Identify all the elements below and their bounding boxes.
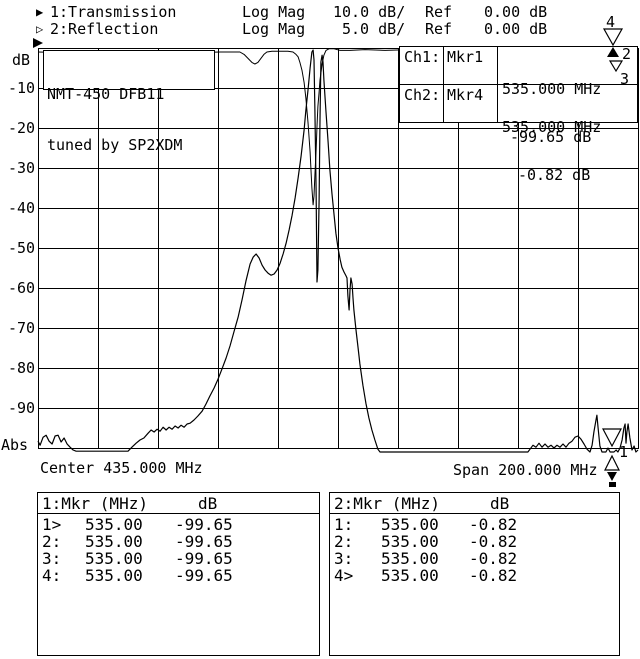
y-tick-label: -90 xyxy=(8,399,36,417)
channel2-ref-value: 0.00 dB xyxy=(484,20,548,38)
readout-ch1-values: 535.000 MHz -99.65 dB xyxy=(498,47,637,145)
marker-table-row: 2: 535.00 -99.65 xyxy=(38,533,319,550)
annotation-line2: tuned by SP2XDM xyxy=(47,136,183,154)
marker-table-cell: 1> xyxy=(42,515,62,534)
transmission-trace xyxy=(37,49,639,453)
ch1-marker-stack-triangle-icon xyxy=(604,454,620,471)
readout-ch2-marker: Mkr4 xyxy=(444,85,498,122)
marker-table-ch1-rows: 1> 535.00 -99.65 2: 535.00 -99.65 3: 535.00 -99.… xyxy=(38,516,319,584)
readout-ch1-marker: Mkr1 xyxy=(444,47,498,84)
marker-table-cell: -0.82 xyxy=(469,532,518,551)
readout-ch1-channel: Ch1: xyxy=(400,47,444,84)
marker3-triangle-icon xyxy=(608,60,624,73)
annotation-box: NMT-450 DFB11 tuned by SP2XDM xyxy=(43,50,215,154)
marker-table-cell: 2: xyxy=(334,532,354,551)
y-tick-label: -20 xyxy=(8,119,36,137)
marker-table-cell: 535.00 xyxy=(85,549,143,568)
channel1-ref-label: Ref xyxy=(425,3,453,21)
marker-table-cell: 535.00 xyxy=(85,532,143,551)
span-label: Span 200.000 MHz xyxy=(453,461,598,479)
marker-table-row: 1: 535.00 -0.82 xyxy=(330,516,619,533)
marker-table-ch2-title: 2:Mkr (MHz) xyxy=(334,494,440,513)
y-axis-abs-label: Abs xyxy=(1,436,29,454)
marker-table-row: 2: 535.00 -0.82 xyxy=(330,533,619,550)
channel2-scale: 5.0 dB/ xyxy=(342,20,406,38)
readout-ch2-level: -0.82 dB xyxy=(518,166,591,184)
y-tick-label: -40 xyxy=(8,199,36,217)
marker-table-cell: 535.00 xyxy=(85,515,143,534)
channel2-indicator-icon: ▷ xyxy=(36,22,44,36)
channel1-scale: 10.0 dB/ xyxy=(333,3,406,21)
marker-table-cell: 535.00 xyxy=(381,532,439,551)
readout-row-ch1: Ch1: Mkr1 535.000 MHz -99.65 dB xyxy=(400,47,637,145)
readout-ch2-freq: 535.000 MHz xyxy=(502,118,602,136)
ch1-marker-stack3-icon xyxy=(609,482,616,487)
marker-table-ch2-header: 2:Mkr (MHz) dB xyxy=(330,493,619,514)
marker-table-cell: 535.00 xyxy=(381,515,439,534)
marker-table-cell: 4: xyxy=(42,566,62,585)
ch1-marker1-triangle-icon xyxy=(602,428,622,448)
y-tick-label: -60 xyxy=(8,279,36,297)
marker4-triangle-icon xyxy=(602,28,624,47)
marker4-label: 4 xyxy=(606,13,615,31)
y-tick-label: -70 xyxy=(8,319,36,337)
marker-table-ch2-unit: dB xyxy=(490,494,510,513)
marker-table-row: 4: 535.00 -99.65 xyxy=(38,567,319,584)
marker-table-row: 3: 535.00 -99.65 xyxy=(38,550,319,567)
marker-table-cell: 535.00 xyxy=(85,566,143,585)
marker-table-cell: 3: xyxy=(334,549,354,568)
center-frequency-label: Center 435.000 MHz xyxy=(40,459,203,477)
channel1-indicator-icon: ▶ xyxy=(36,5,44,19)
channel2-ref-label: Ref xyxy=(425,20,453,38)
marker-table-ch2-rows: 1: 535.00 -0.82 2: 535.00 -0.82 3: 535.00 -0.82 4… xyxy=(330,516,619,584)
channel1-label: 1:Transmission xyxy=(50,3,177,21)
readout-ch1-level: -99.65 dB xyxy=(510,128,592,146)
marker-table-cell: 4> xyxy=(334,566,354,585)
marker2-label: 2 xyxy=(622,45,631,63)
marker-table-ch1-title: 1:Mkr (MHz) xyxy=(42,494,148,513)
y-axis-title: dB xyxy=(12,51,31,69)
marker-table-cell: -0.82 xyxy=(469,549,518,568)
marker-table-cell: 3: xyxy=(42,549,62,568)
active-channel-indicator-icon xyxy=(33,38,43,48)
marker-table-row: 4> 535.00 -0.82 xyxy=(330,567,619,584)
marker-table-row: 1> 535.00 -99.65 xyxy=(38,516,319,533)
channel1-format: Log Mag xyxy=(242,3,306,21)
y-tick-label: -50 xyxy=(8,239,36,257)
marker-readout-table: Ch1: Mkr1 535.000 MHz -99.65 dB Ch2: Mkr… xyxy=(399,46,638,183)
readout-row-ch2: Ch2: Mkr4 535.000 MHz -0.82 dB xyxy=(400,85,637,183)
channel2-format: Log Mag xyxy=(242,20,306,38)
marker-table-cell: 535.00 xyxy=(381,549,439,568)
marker-table-row: 3: 535.00 -0.82 xyxy=(330,550,619,567)
readout-ch1-freq: 535.000 MHz xyxy=(502,80,602,98)
marker-table-cell: 535.00 xyxy=(381,566,439,585)
marker-table-cell: -99.65 xyxy=(175,566,233,585)
y-tick-label: -30 xyxy=(8,159,36,177)
marker-table-ch1: 1:Mkr (MHz) dB 1> 535.00 -99.65 2: 535.00 -99… xyxy=(37,492,320,656)
annotation-line1: NMT-450 DFB11 xyxy=(47,85,165,103)
marker-table-cell: -99.65 xyxy=(175,532,233,551)
channel1-ref-value: 0.00 dB xyxy=(484,3,548,21)
marker2-triangle-icon xyxy=(607,47,619,57)
ch1-marker-stack2-triangle-icon xyxy=(607,472,617,481)
marker-table-cell: 2: xyxy=(42,532,62,551)
marker-table-cell: -0.82 xyxy=(469,515,518,534)
y-tick-label: -80 xyxy=(8,359,36,377)
marker-table-cell: -0.82 xyxy=(469,566,518,585)
marker-table-ch1-unit: dB xyxy=(198,494,218,513)
marker-table-cell: 1: xyxy=(334,515,354,534)
ch1-marker1-label: 1 xyxy=(619,443,628,461)
readout-ch2-values: 535.000 MHz -0.82 dB xyxy=(498,85,637,183)
channel2-label: 2:Reflection xyxy=(50,20,159,38)
marker3-label: 3 xyxy=(620,70,629,88)
y-tick-label: -10 xyxy=(8,79,36,97)
marker-table-ch2: 2:Mkr (MHz) dB 1: 535.00 -0.82 2: 535.00 -0.8… xyxy=(329,492,620,656)
marker-table-cell: -99.65 xyxy=(175,515,233,534)
readout-ch2-channel: Ch2: xyxy=(400,85,444,122)
marker-table-cell: -99.65 xyxy=(175,549,233,568)
marker-table-ch1-header: 1:Mkr (MHz) dB xyxy=(38,493,319,514)
